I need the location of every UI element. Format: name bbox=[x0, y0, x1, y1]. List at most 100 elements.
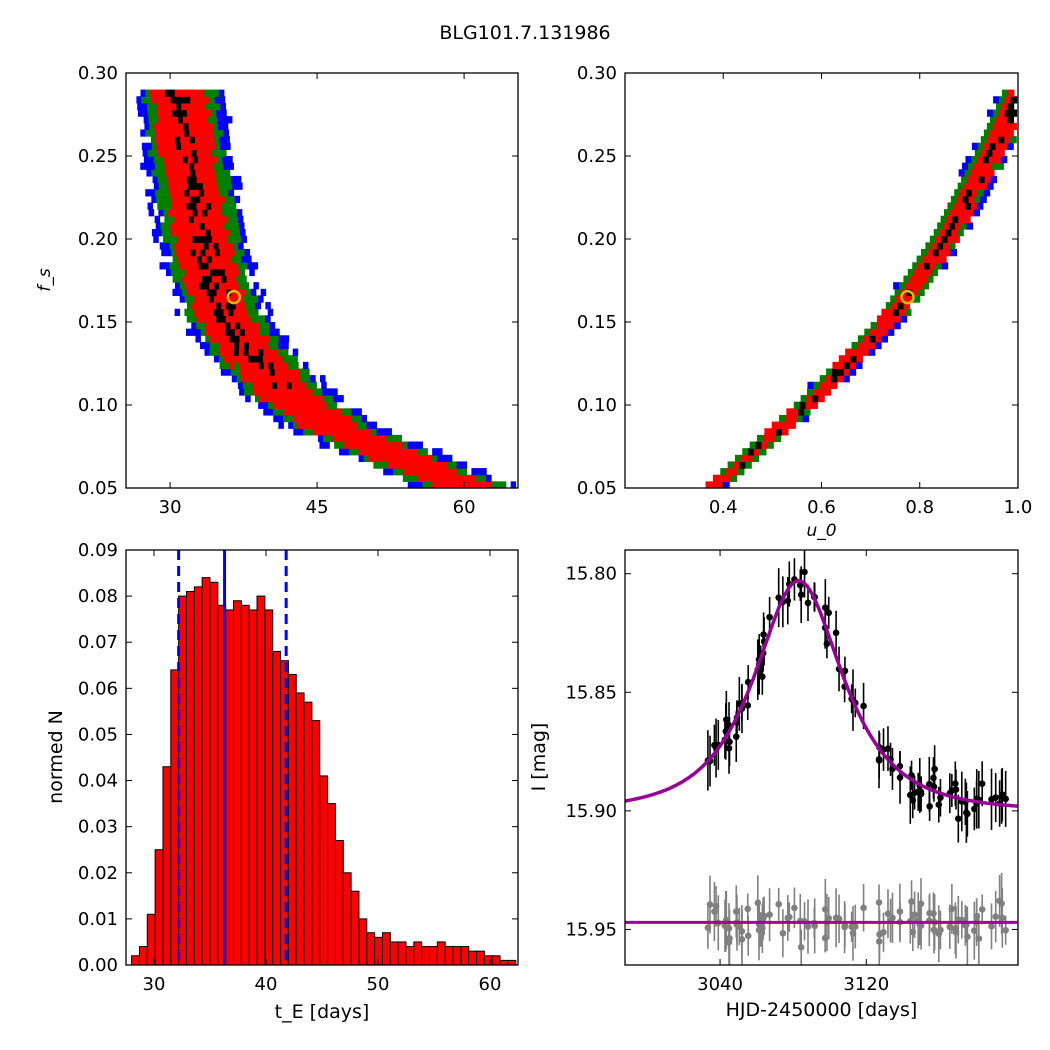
confidence-cell bbox=[913, 268, 921, 277]
confidence-cell bbox=[218, 189, 225, 197]
confidence-cell bbox=[236, 255, 242, 263]
confidence-cell bbox=[223, 242, 229, 250]
confidence-cell bbox=[203, 262, 210, 270]
confidence-cell bbox=[282, 355, 289, 363]
confidence-cell bbox=[181, 202, 188, 210]
confidence-cell bbox=[194, 189, 200, 197]
confidence-cell bbox=[971, 156, 978, 164]
confidence-cell bbox=[158, 156, 165, 164]
confidence-cell bbox=[253, 308, 259, 316]
confidence-cell bbox=[209, 348, 215, 356]
confidence-cell bbox=[949, 242, 956, 250]
confidence-cell bbox=[161, 248, 167, 257]
model-curve bbox=[625, 579, 1018, 808]
histogram-bar bbox=[154, 849, 164, 966]
confidence-cell bbox=[186, 149, 193, 157]
confidence-cell bbox=[373, 454, 379, 463]
histogram-bar bbox=[483, 955, 493, 966]
confidence-cell bbox=[180, 222, 186, 230]
confidence-cell bbox=[189, 89, 196, 97]
confidence-cell bbox=[247, 381, 254, 389]
confidence-cell bbox=[180, 136, 186, 144]
confidence-cell bbox=[427, 454, 433, 463]
confidence-cell bbox=[199, 162, 205, 170]
confidence-cell bbox=[461, 474, 468, 482]
confidence-cell bbox=[216, 288, 223, 297]
confidence-cell bbox=[312, 408, 318, 416]
confidence-cell bbox=[161, 169, 167, 177]
confidence-cell bbox=[739, 461, 746, 469]
confidence-cell bbox=[197, 255, 203, 263]
confidence-cell bbox=[984, 175, 992, 184]
confidence-cell bbox=[259, 335, 265, 343]
residual-point bbox=[978, 906, 986, 913]
confidence-cell bbox=[746, 454, 754, 463]
confidence-cell bbox=[992, 149, 999, 157]
confidence-cell bbox=[388, 448, 394, 456]
confidence-cell bbox=[236, 375, 243, 383]
confidence-cell bbox=[214, 295, 220, 303]
confidence-cell bbox=[186, 109, 193, 117]
confidence-cell bbox=[202, 156, 209, 164]
confidence-cell bbox=[481, 468, 487, 476]
confidence-cell bbox=[226, 255, 233, 263]
confidence-cell bbox=[239, 341, 245, 350]
confidence-cell bbox=[935, 262, 943, 270]
confidence-cell bbox=[352, 428, 358, 436]
confidence-cell bbox=[188, 182, 194, 190]
confidence-cell bbox=[995, 102, 1003, 111]
confidence-cell bbox=[958, 215, 965, 223]
confidence-cell bbox=[334, 441, 340, 449]
confidence-cell bbox=[796, 414, 804, 423]
confidence-cell bbox=[332, 434, 339, 443]
confidence-cell bbox=[240, 229, 246, 237]
confidence-cell bbox=[277, 355, 284, 363]
confidence-cell bbox=[279, 368, 286, 376]
confidence-cell bbox=[302, 401, 308, 409]
confidence-cell bbox=[181, 142, 187, 150]
confidence-cell bbox=[237, 182, 243, 190]
confidence-cell bbox=[255, 302, 262, 310]
confidence-cell bbox=[287, 408, 294, 416]
confidence-cell bbox=[230, 202, 237, 210]
confidence-cell bbox=[204, 341, 211, 350]
confidence-cell bbox=[307, 408, 313, 416]
confidence-cell bbox=[142, 149, 149, 157]
confidence-cell bbox=[402, 468, 409, 476]
confidence-cell bbox=[149, 122, 155, 131]
confidence-cell bbox=[322, 408, 328, 416]
confidence-cell bbox=[402, 461, 409, 469]
confidence-cell bbox=[167, 235, 174, 243]
confidence-cell bbox=[208, 162, 215, 170]
confidence-cell bbox=[799, 401, 807, 409]
confidence-cell bbox=[210, 335, 216, 343]
confidence-cell bbox=[185, 195, 192, 204]
confidence-cell bbox=[208, 189, 215, 197]
confidence-cell bbox=[182, 255, 188, 263]
confidence-cell bbox=[476, 474, 482, 482]
confidence-cell bbox=[176, 202, 183, 210]
confidence-cell bbox=[437, 448, 443, 456]
confidence-cell bbox=[297, 408, 304, 416]
confidence-cell bbox=[312, 401, 318, 409]
residual-point bbox=[791, 904, 798, 912]
confidence-cell bbox=[180, 195, 187, 204]
confidence-cell bbox=[211, 255, 218, 263]
confidence-cell bbox=[244, 248, 251, 257]
confidence-cell bbox=[471, 481, 477, 489]
confidence-cell bbox=[975, 182, 982, 190]
confidence-cell bbox=[221, 275, 228, 283]
confidence-cell bbox=[368, 454, 374, 463]
confidence-cell bbox=[200, 229, 207, 237]
confidence-cell bbox=[185, 268, 192, 277]
confidence-cell bbox=[231, 302, 237, 310]
confidence-cell bbox=[969, 182, 976, 190]
confidence-cell bbox=[269, 368, 276, 376]
confidence-cell bbox=[185, 136, 191, 144]
histogram-bar bbox=[350, 890, 360, 966]
confidence-cell bbox=[170, 195, 177, 204]
confidence-cell bbox=[332, 421, 338, 429]
confidence-cell bbox=[224, 169, 231, 177]
confidence-cell bbox=[326, 401, 333, 409]
confidence-cell bbox=[749, 441, 757, 449]
